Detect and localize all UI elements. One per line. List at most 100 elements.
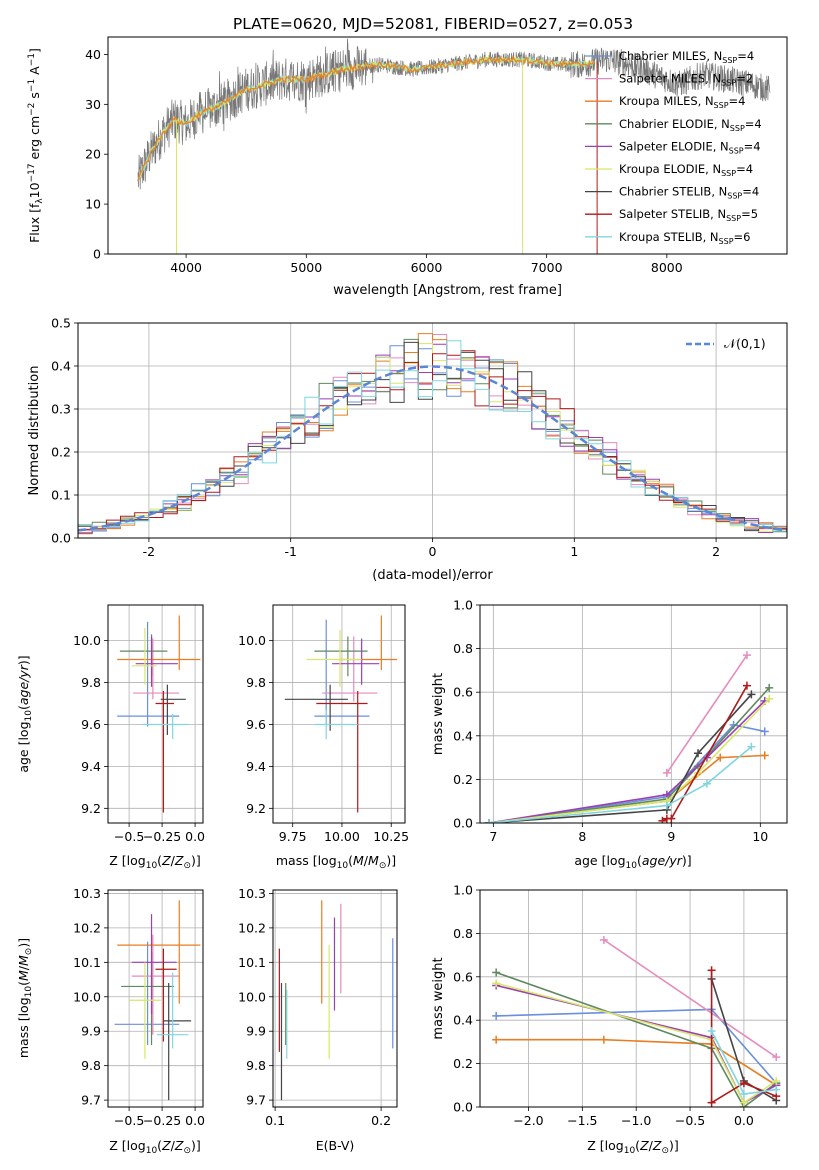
- x-tick-label: 4000: [170, 260, 202, 275]
- legend-entry: 𝒩(0,1): [724, 336, 766, 351]
- y-tick-label: 9.9: [246, 1024, 266, 1039]
- x-tick-label: -1: [284, 544, 296, 559]
- axes-frame: [479, 604, 788, 824]
- x-axis-label: wavelength [Angstrom, rest frame]: [333, 283, 562, 298]
- y-tick-label: 9.6: [246, 717, 266, 732]
- legend-entry: Salpeter STELIB, NSSP=5: [619, 207, 758, 223]
- x-tick-label: −0.25: [143, 829, 181, 844]
- y-tick-label: 1.0: [453, 883, 473, 898]
- y-tick-label: 0.0: [453, 816, 473, 831]
- x-tick-label: 1: [570, 544, 578, 559]
- axes-frame: [107, 36, 788, 255]
- y-tick-label: 9.8: [246, 1058, 266, 1073]
- mass-weight-line: [488, 724, 765, 823]
- y-tick-label: 10.2: [238, 920, 266, 935]
- panel-age-vs-Z: −0.5−0.25 0.0 9.2 9.4 9.6 9.8 10.0 Z [log10(Z/Z…: [16, 604, 205, 871]
- x-axis-label: age [log10(age/yr)]: [574, 853, 691, 871]
- y-axis-label: mass weight: [431, 673, 446, 755]
- x-tick-label: 0.2: [371, 1113, 391, 1128]
- y-tick-label: 0.4: [453, 728, 473, 743]
- mass-weight-line: [488, 698, 770, 823]
- plot-area-massweight-vs-Z: [492, 935, 781, 1107]
- y-tick-label: 1.0: [453, 598, 473, 613]
- mass-weight-line: [495, 971, 777, 1107]
- panel-massweight-vs-Z: −2.0 −1.5 −1.0 −0.5 0.0 0.0 0.2 0.4 0.6 0.8 1.0 mas…: [431, 883, 788, 1156]
- x-tick-label: 0.0: [185, 1113, 205, 1128]
- x-tick-label: −1.5: [567, 1113, 597, 1128]
- x-tick-label: 5000: [290, 260, 322, 275]
- panel-massweight-vs-age: 7 8 9 10 0.0 0.2 0.4 0.6 0.8 1.0 mass weight age [l…: [431, 598, 788, 871]
- axes-frame: [272, 889, 398, 1108]
- axes-frame: [77, 322, 788, 539]
- panel-mass-vs-Z: −0.5−0.25 0.0 9.7 9.8 9.9 10.0 10.1 10.2 10.3 Z […: [16, 886, 205, 1156]
- y-tick-label: 9.8: [246, 675, 266, 690]
- y-tick-label: 0.8: [453, 926, 473, 941]
- mass-weight-line: [603, 939, 777, 1058]
- y-tick-label: 0.4: [51, 359, 71, 374]
- x-tick-label: 0.0: [185, 829, 205, 844]
- y-tick-label: 0.1: [51, 488, 71, 503]
- plot-area-age-vs-Z: [117, 615, 201, 813]
- y-tick-label: 30: [85, 97, 101, 112]
- legend-entry: Chabrier ELODIE, NSSP=4: [619, 117, 762, 133]
- y-tick-label: 0.8: [453, 641, 473, 656]
- x-axis-label: Z [log10(Z/Z⊙)]: [109, 853, 201, 871]
- mass-weight-line: [710, 970, 777, 1105]
- y-tick-label: 10.0: [238, 989, 266, 1004]
- axes-frame: [272, 604, 406, 824]
- mass-weight-line: [488, 700, 766, 823]
- axes-frame: [479, 889, 788, 1108]
- y-tick-label: 10.0: [238, 633, 266, 648]
- x-tick-label: −0.5: [114, 1113, 144, 1128]
- x-tick-label: 0: [429, 544, 437, 559]
- y-axis-label: Normed distribution: [27, 366, 42, 496]
- histogram-step: [78, 333, 787, 535]
- legend-entry: Chabrier STELIB, NSSP=4: [619, 185, 759, 201]
- y-tick-label: 10.2: [73, 920, 101, 935]
- y-tick-label: 10.1: [73, 955, 101, 970]
- y-tick-label: 10.0: [73, 633, 101, 648]
- x-tick-label: 0.0: [734, 1113, 754, 1128]
- x-tick-label: 7000: [531, 260, 563, 275]
- x-tick-label: −0.25: [143, 1113, 181, 1128]
- y-tick-label: 9.8: [81, 675, 101, 690]
- x-tick-label: 0.1: [265, 1113, 285, 1128]
- x-tick-label: 2: [712, 544, 720, 559]
- x-tick-label: 9: [667, 829, 675, 844]
- x-tick-label: 10: [752, 829, 768, 844]
- x-axis-label: (data-model)/error: [372, 568, 493, 583]
- x-tick-label: 7: [489, 829, 497, 844]
- x-tick-label: 8: [578, 829, 586, 844]
- x-tick-label: −2.0: [513, 1113, 543, 1128]
- y-tick-label: 0.6: [453, 685, 473, 700]
- y-tick-label: 0.2: [453, 1056, 473, 1071]
- x-tick-label: −0.5: [114, 829, 144, 844]
- y-tick-label: 9.4: [246, 759, 266, 774]
- x-axis-label: mass [log10(M/M⊙)]: [276, 853, 396, 871]
- normal-reference-curve: [78, 365, 787, 532]
- y-tick-label: 0.5: [51, 316, 71, 331]
- y-axis-label: age [log10(age/yr)]: [16, 655, 34, 772]
- y-tick-label: 20: [85, 147, 101, 162]
- mass-weight-line: [666, 654, 748, 774]
- legend-entry: Kroupa ELODIE, NSSP=4: [619, 162, 753, 178]
- plot-area-mass-vs-Z: [114, 900, 201, 1101]
- y-tick-label: 0.0: [51, 531, 71, 546]
- figure-title: PLATE=0620, MJD=52081, FIBERID=0527, z=0…: [233, 15, 633, 33]
- legend-entry: Salpeter ELODIE, NSSP=4: [619, 139, 761, 155]
- panel-age-vs-mass: 9.75 10.00 10.25 9.2 9.4 9.6 9.8 10.0 mass [log1…: [238, 604, 409, 871]
- panel-residuals: -2 -1 0 1 2 0.0 0.1 0.2 0.3 0.4 0.5 (data-model)/er…: [27, 316, 788, 583]
- chart-layer: 4000 5000 6000 7000 8000010203040wavelength …: [16, 36, 788, 1156]
- axes-frame: [107, 889, 204, 1108]
- x-tick-label: −0.5: [675, 1113, 705, 1128]
- y-tick-label: 10.3: [73, 886, 101, 901]
- y-tick-label: 0.4: [453, 1013, 473, 1028]
- mass-weight-line: [496, 1038, 777, 1086]
- x-tick-label: -2: [143, 544, 155, 559]
- histogram-step: [78, 350, 787, 530]
- y-tick-label: 9.9: [81, 1024, 101, 1039]
- y-axis-label: mass weight: [431, 957, 446, 1039]
- axes-frame: [107, 604, 204, 824]
- mass-weight-line: [488, 746, 752, 823]
